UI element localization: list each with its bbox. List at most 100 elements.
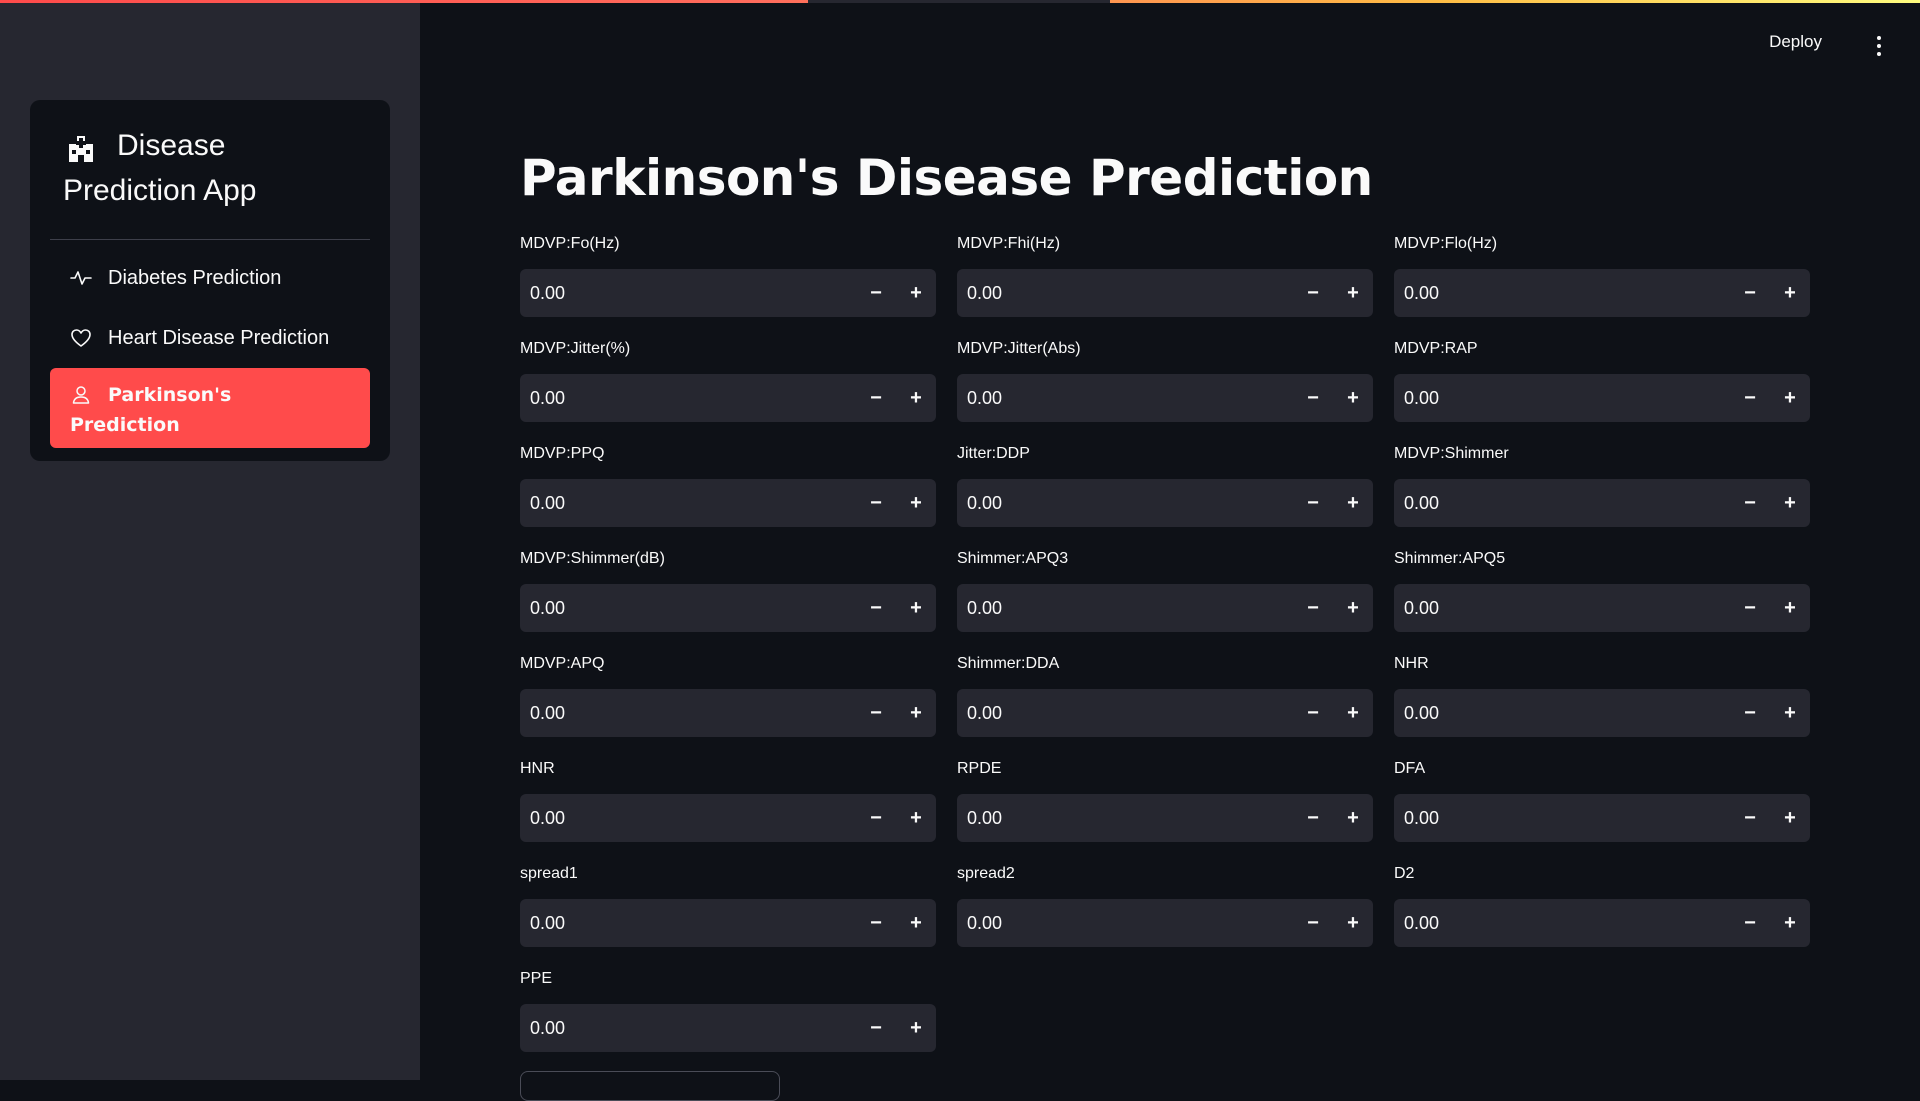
- number-input[interactable]: 0.00 − +: [1394, 374, 1810, 422]
- decrement-button[interactable]: −: [1307, 806, 1319, 829]
- number-input[interactable]: 0.00 − +: [957, 584, 1373, 632]
- increment-button[interactable]: +: [910, 701, 922, 724]
- number-input-value[interactable]: 0.00: [967, 282, 1003, 303]
- sidebar-item-diabetes[interactable]: Diabetes Prediction: [50, 248, 370, 308]
- number-input[interactable]: 0.00 − +: [520, 899, 936, 947]
- field-label: MDVP:APQ: [520, 655, 605, 672]
- increment-button[interactable]: +: [1784, 491, 1796, 514]
- decrement-button[interactable]: −: [870, 911, 882, 934]
- increment-button[interactable]: +: [1347, 701, 1359, 724]
- decrement-button[interactable]: −: [870, 806, 882, 829]
- deploy-button[interactable]: Deploy: [1769, 32, 1822, 51]
- decrement-button[interactable]: −: [1307, 386, 1319, 409]
- number-input[interactable]: 0.00 − +: [520, 584, 936, 632]
- number-input-value[interactable]: 0.00: [530, 282, 566, 303]
- number-input-value[interactable]: 0.00: [967, 912, 1003, 933]
- number-input-value[interactable]: 0.00: [530, 492, 566, 513]
- number-input-value[interactable]: 0.00: [530, 597, 566, 618]
- decrement-button[interactable]: −: [1744, 281, 1756, 304]
- increment-button[interactable]: +: [1784, 386, 1796, 409]
- decrement-button[interactable]: −: [1307, 596, 1319, 619]
- increment-button[interactable]: +: [1784, 596, 1796, 619]
- decrement-button[interactable]: −: [1307, 491, 1319, 514]
- increment-button[interactable]: +: [1347, 806, 1359, 829]
- decrement-button[interactable]: −: [870, 1016, 882, 1039]
- decrement-button[interactable]: −: [1744, 806, 1756, 829]
- number-input[interactable]: 0.00 − +: [520, 794, 936, 842]
- decrement-button[interactable]: −: [870, 386, 882, 409]
- number-input[interactable]: 0.00 − +: [957, 689, 1373, 737]
- number-input-value[interactable]: 0.00: [967, 807, 1003, 828]
- number-input[interactable]: 0.00 − +: [1394, 689, 1810, 737]
- number-input[interactable]: 0.00 − +: [1394, 479, 1810, 527]
- sidebar-item-heart-disease[interactable]: Heart Disease Prediction: [50, 308, 370, 368]
- decrement-button[interactable]: −: [1744, 911, 1756, 934]
- decrement-button[interactable]: −: [1744, 701, 1756, 724]
- number-input-value[interactable]: 0.00: [967, 387, 1003, 408]
- increment-button[interactable]: +: [1784, 911, 1796, 934]
- number-input-value[interactable]: 0.00: [1404, 387, 1440, 408]
- number-input-value[interactable]: 0.00: [1404, 282, 1440, 303]
- number-input-value[interactable]: 0.00: [530, 807, 566, 828]
- number-input-value[interactable]: 0.00: [967, 597, 1003, 618]
- number-input[interactable]: 0.00 − +: [957, 374, 1373, 422]
- increment-button[interactable]: +: [1784, 281, 1796, 304]
- increment-button[interactable]: +: [1347, 281, 1359, 304]
- number-input[interactable]: 0.00 − +: [957, 269, 1373, 317]
- field-jitter-ddp: Jitter:DDP 0.00 − +: [957, 430, 1373, 535]
- increment-button[interactable]: +: [1347, 596, 1359, 619]
- increment-button[interactable]: +: [910, 911, 922, 934]
- number-input-value[interactable]: 0.00: [530, 387, 566, 408]
- number-input[interactable]: 0.00 − +: [957, 794, 1373, 842]
- sidebar-item-parkinsons[interactable]: Parkinson's Prediction: [50, 368, 370, 448]
- increment-button[interactable]: +: [1784, 806, 1796, 829]
- decrement-button[interactable]: −: [1307, 911, 1319, 934]
- number-input[interactable]: 0.00 − +: [1394, 584, 1810, 632]
- decrement-button[interactable]: −: [870, 491, 882, 514]
- predict-button[interactable]: [520, 1071, 780, 1101]
- decrement-button[interactable]: −: [870, 701, 882, 724]
- decrement-button[interactable]: −: [1744, 491, 1756, 514]
- decrement-button[interactable]: −: [1307, 281, 1319, 304]
- decrement-button[interactable]: −: [1744, 386, 1756, 409]
- kebab-menu-icon[interactable]: [1876, 36, 1882, 56]
- number-input-value[interactable]: 0.00: [1404, 702, 1440, 723]
- number-input-value[interactable]: 0.00: [1404, 807, 1440, 828]
- number-input[interactable]: 0.00 − +: [1394, 899, 1810, 947]
- increment-button[interactable]: +: [910, 386, 922, 409]
- decrement-button[interactable]: −: [870, 596, 882, 619]
- number-input[interactable]: 0.00 − +: [520, 269, 936, 317]
- increment-button[interactable]: +: [910, 281, 922, 304]
- number-input[interactable]: 0.00 − +: [1394, 794, 1810, 842]
- number-input-value[interactable]: 0.00: [967, 492, 1003, 513]
- number-input[interactable]: 0.00 − +: [520, 374, 936, 422]
- number-input-value[interactable]: 0.00: [1404, 912, 1440, 933]
- number-input[interactable]: 0.00 − +: [520, 689, 936, 737]
- field-rpde: RPDE 0.00 − +: [957, 745, 1373, 850]
- number-input-value[interactable]: 0.00: [530, 702, 566, 723]
- increment-button[interactable]: +: [910, 596, 922, 619]
- increment-button[interactable]: +: [1347, 491, 1359, 514]
- increment-button[interactable]: +: [910, 806, 922, 829]
- number-input[interactable]: 0.00 − +: [520, 1004, 936, 1052]
- number-input-value[interactable]: 0.00: [530, 1017, 566, 1038]
- number-input[interactable]: 0.00 − +: [957, 479, 1373, 527]
- field-label: MDVP:PPQ: [520, 445, 605, 462]
- increment-button[interactable]: +: [1784, 701, 1796, 724]
- number-input-value[interactable]: 0.00: [1404, 492, 1440, 513]
- number-input-value[interactable]: 0.00: [1404, 597, 1440, 618]
- decrement-button[interactable]: −: [870, 281, 882, 304]
- increment-button[interactable]: +: [1347, 911, 1359, 934]
- increment-button[interactable]: +: [1347, 386, 1359, 409]
- decrement-button[interactable]: −: [1744, 596, 1756, 619]
- increment-button[interactable]: +: [910, 1016, 922, 1039]
- decrement-button[interactable]: −: [1307, 701, 1319, 724]
- number-input-value[interactable]: 0.00: [530, 912, 566, 933]
- number-input-value[interactable]: 0.00: [967, 702, 1003, 723]
- sidebar-item-label-line2: Prediction: [70, 414, 180, 436]
- increment-button[interactable]: +: [910, 491, 922, 514]
- field-shimmer-apq3: Shimmer:APQ3 0.00 − +: [957, 535, 1373, 640]
- number-input[interactable]: 0.00 − +: [1394, 269, 1810, 317]
- number-input[interactable]: 0.00 − +: [957, 899, 1373, 947]
- number-input[interactable]: 0.00 − +: [520, 479, 936, 527]
